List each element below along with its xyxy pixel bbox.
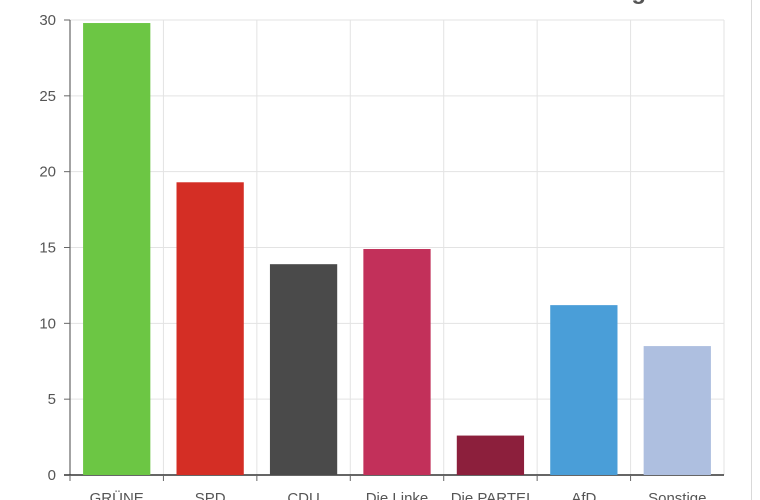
bar-die-partei <box>456 435 525 475</box>
y-tick-label: 10 <box>39 315 56 332</box>
bar-die-linke <box>363 249 431 475</box>
chart-title: Bezirksverordnetenwahl Friedrichshain-Kr… <box>70 0 706 5</box>
y-tick-label: 5 <box>48 391 56 408</box>
x-tick-label: CDU <box>287 490 320 500</box>
y-tick-label: 25 <box>39 88 56 105</box>
y-tick-label: 30 <box>39 12 56 29</box>
bar-spd <box>176 182 244 476</box>
x-tick-label: Die PARTEI <box>451 490 530 500</box>
x-tick-label: GRÜNE <box>90 489 144 500</box>
bar-afd <box>550 305 618 475</box>
bar-sonstige <box>643 346 711 475</box>
bar-cdu <box>269 264 338 475</box>
y-tick-label: 0 <box>48 467 56 484</box>
x-tick-label: SPD <box>195 490 226 500</box>
x-tick-label: Sonstige <box>648 490 706 500</box>
bar-grüne <box>83 23 151 476</box>
y-tick-label: 20 <box>39 164 56 181</box>
y-tick-label: 15 <box>39 240 56 257</box>
x-tick-label: AfD <box>571 490 596 500</box>
x-tick-label: Die Linke <box>366 490 429 500</box>
